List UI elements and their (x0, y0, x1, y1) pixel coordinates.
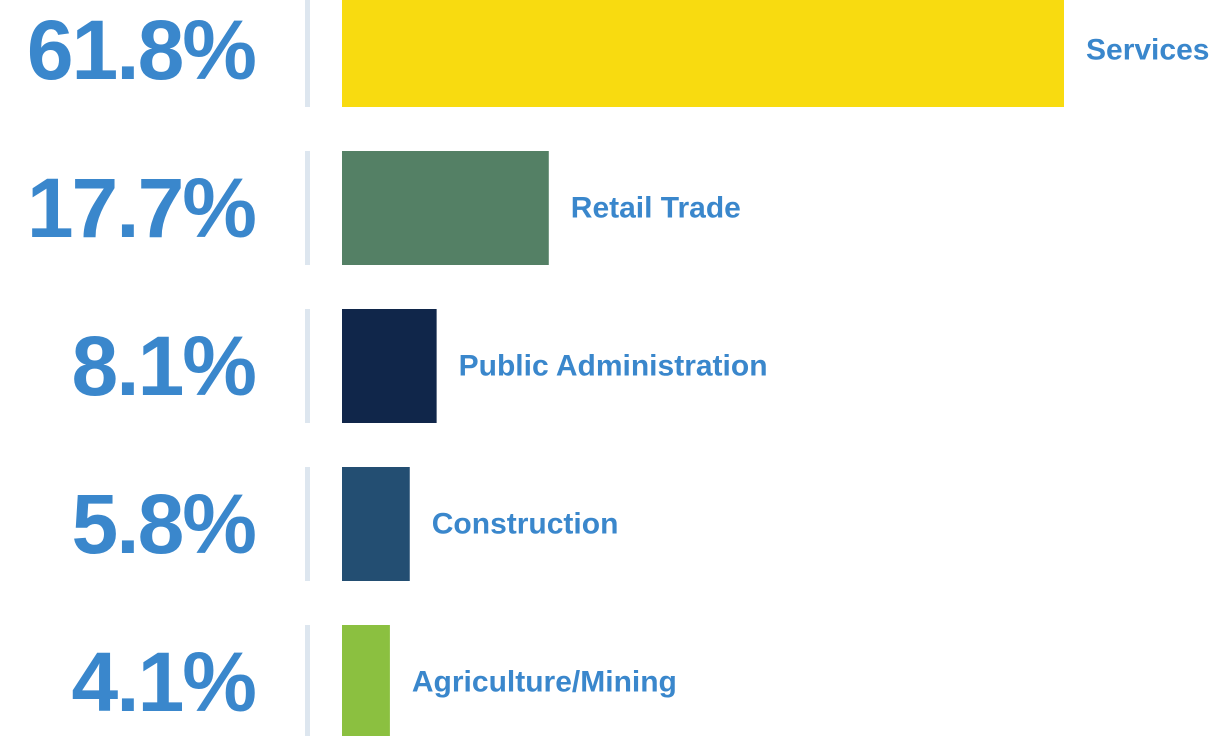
category-label: Construction (432, 508, 619, 541)
category-label: Retail Trade (571, 192, 741, 225)
bar (342, 0, 1064, 107)
value-label: 17.7% (27, 161, 255, 255)
bar (342, 151, 549, 265)
value-label: 61.8% (27, 3, 255, 97)
category-label: Services (1086, 34, 1209, 67)
separator (305, 0, 310, 107)
bar (342, 309, 437, 423)
value-label: 8.1% (72, 319, 256, 413)
bar (342, 467, 410, 581)
separator (305, 625, 310, 736)
separator (305, 467, 310, 581)
category-label: Public Administration (459, 350, 768, 383)
bar (342, 625, 390, 736)
separator (305, 309, 310, 423)
category-label: Agriculture/Mining (412, 666, 677, 699)
value-label: 5.8% (72, 477, 256, 571)
value-label: 4.1% (72, 635, 256, 729)
separator (305, 151, 310, 265)
